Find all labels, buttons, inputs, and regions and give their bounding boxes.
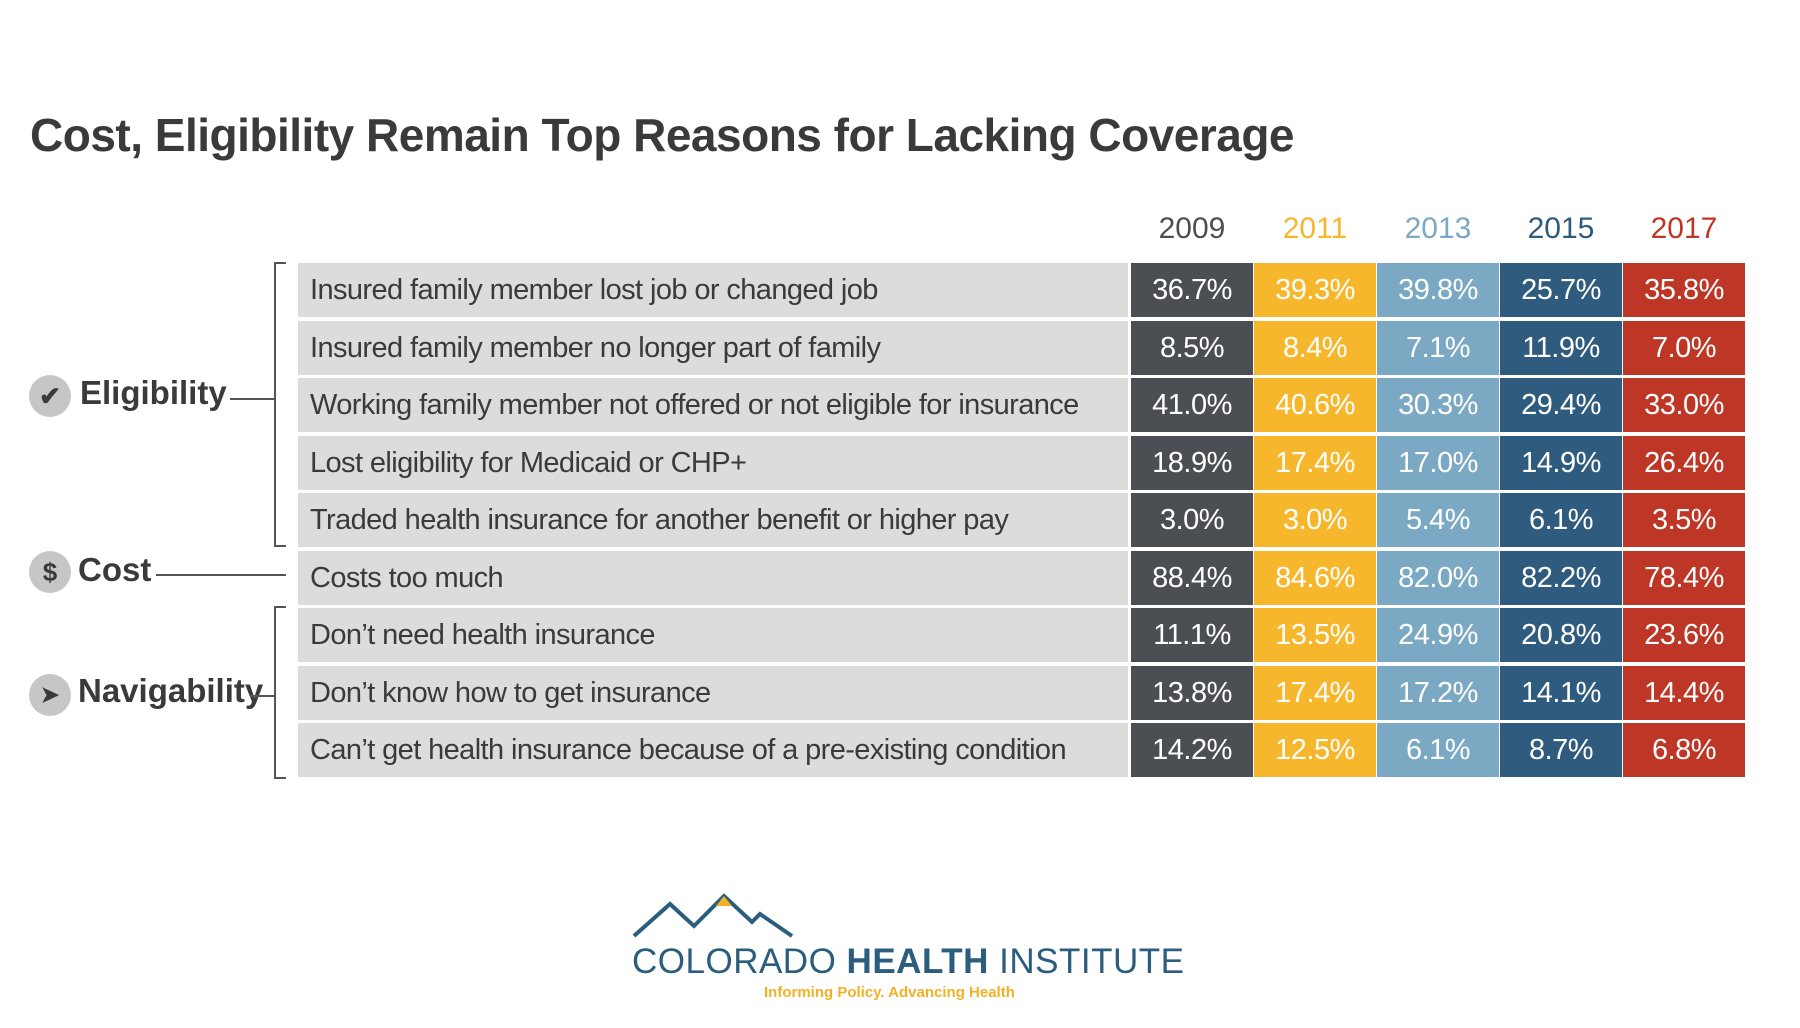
- table-cell: 41.0%: [1131, 378, 1253, 432]
- row-label: Traded health insurance for another bene…: [298, 493, 1128, 547]
- chart-title: Cost, Eligibility Remain Top Reasons for…: [30, 109, 1295, 161]
- table-cell: 29.4%: [1500, 378, 1622, 432]
- table-cell: 40.6%: [1254, 378, 1376, 432]
- table-cell: 30.3%: [1377, 378, 1499, 432]
- table-cell: 25.7%: [1500, 263, 1622, 317]
- table-cell: 3.0%: [1254, 493, 1376, 547]
- eligibility-bracket-bottom: [274, 545, 286, 547]
- table-cell: 14.9%: [1500, 435, 1622, 490]
- table-cell: 7.1%: [1377, 320, 1499, 375]
- eligibility-bracket-top: [274, 262, 286, 264]
- year-header-4: 2017: [1650, 212, 1718, 245]
- table-cell: 88.4%: [1131, 550, 1253, 605]
- table-cell: 36.7%: [1131, 263, 1253, 317]
- row-label: Insured family member lost job or change…: [298, 263, 1128, 317]
- table-cell: 12.5%: [1254, 723, 1376, 777]
- row-label: Insured family member no longer part of …: [298, 320, 1128, 375]
- checkmark-icon: ✔: [29, 375, 71, 417]
- cost-connector: [156, 574, 286, 576]
- table-cell: 11.9%: [1500, 320, 1622, 375]
- row-label: Don’t need health insurance: [298, 608, 1128, 662]
- table-cell: 17.4%: [1254, 435, 1376, 490]
- table-cell: 24.9%: [1377, 608, 1499, 662]
- table-cell: 8.5%: [1131, 320, 1253, 375]
- year-header-1: 2011: [1282, 212, 1348, 245]
- year-header-2: 2013: [1404, 212, 1472, 245]
- table-cell: 82.0%: [1377, 550, 1499, 605]
- logo-wordmark: COLORADO HEALTH INSTITUTE: [632, 942, 1185, 981]
- group-label-eligibility: Eligibility: [80, 374, 227, 411]
- table-cell: 35.8%: [1623, 263, 1745, 317]
- table-cell: 14.1%: [1500, 665, 1622, 720]
- logo-tagline: Informing Policy. Advancing Health: [764, 984, 1015, 1001]
- table-cell: 3.5%: [1623, 493, 1745, 547]
- eligibility-connector: [230, 398, 274, 400]
- row-label: Lost eligibility for Medicaid or CHP+: [298, 435, 1128, 490]
- table-cell: 26.4%: [1623, 435, 1745, 490]
- table-cell: 78.4%: [1623, 550, 1745, 605]
- table-cell: 14.2%: [1131, 723, 1253, 777]
- eligibility-bracket: [274, 262, 276, 546]
- navigability-bracket-top: [274, 606, 286, 608]
- group-label-cost: Cost: [78, 551, 152, 588]
- mountain-logo-icon: [632, 893, 794, 938]
- table-cell: 39.3%: [1254, 263, 1376, 317]
- table-cell: 84.6%: [1254, 550, 1376, 605]
- table-cell: 23.6%: [1623, 608, 1745, 662]
- table-cell: 17.0%: [1377, 435, 1499, 490]
- table-cell: 13.8%: [1131, 665, 1253, 720]
- table-cell: 82.2%: [1500, 550, 1622, 605]
- table-cell: 3.0%: [1131, 493, 1253, 547]
- table-cell: 6.8%: [1623, 723, 1745, 777]
- navigability-bracket-bottom: [274, 777, 286, 779]
- table-cell: 6.1%: [1377, 723, 1499, 777]
- year-header-0: 2009: [1158, 212, 1226, 245]
- navigability-bracket: [274, 606, 276, 778]
- table-cell: 17.4%: [1254, 665, 1376, 720]
- table-cell: 33.0%: [1623, 378, 1745, 432]
- table-cell: 8.7%: [1500, 723, 1622, 777]
- row-label: Can’t get health insurance because of a …: [298, 723, 1128, 777]
- cursor-icon: ➤: [29, 674, 71, 716]
- table-cell: 7.0%: [1623, 320, 1745, 375]
- row-label: Costs too much: [298, 550, 1128, 605]
- table-cell: 17.2%: [1377, 665, 1499, 720]
- table-cell: 39.8%: [1377, 263, 1499, 317]
- table-cell: 8.4%: [1254, 320, 1376, 375]
- table-cell: 6.1%: [1500, 493, 1622, 547]
- table-cell: 20.8%: [1500, 608, 1622, 662]
- navigability-connector: [250, 695, 274, 697]
- dollar-icon: $: [29, 551, 71, 593]
- table-cell: 13.5%: [1254, 608, 1376, 662]
- table-cell: 18.9%: [1131, 435, 1253, 490]
- table-cell: 11.1%: [1131, 608, 1253, 662]
- year-header-3: 2015: [1527, 212, 1595, 245]
- table-cell: 5.4%: [1377, 493, 1499, 547]
- table-cell: 14.4%: [1623, 665, 1745, 720]
- row-label: Don’t know how to get insurance: [298, 665, 1128, 720]
- group-label-navigability: Navigability: [78, 672, 264, 709]
- row-label: Working family member not offered or not…: [298, 378, 1128, 432]
